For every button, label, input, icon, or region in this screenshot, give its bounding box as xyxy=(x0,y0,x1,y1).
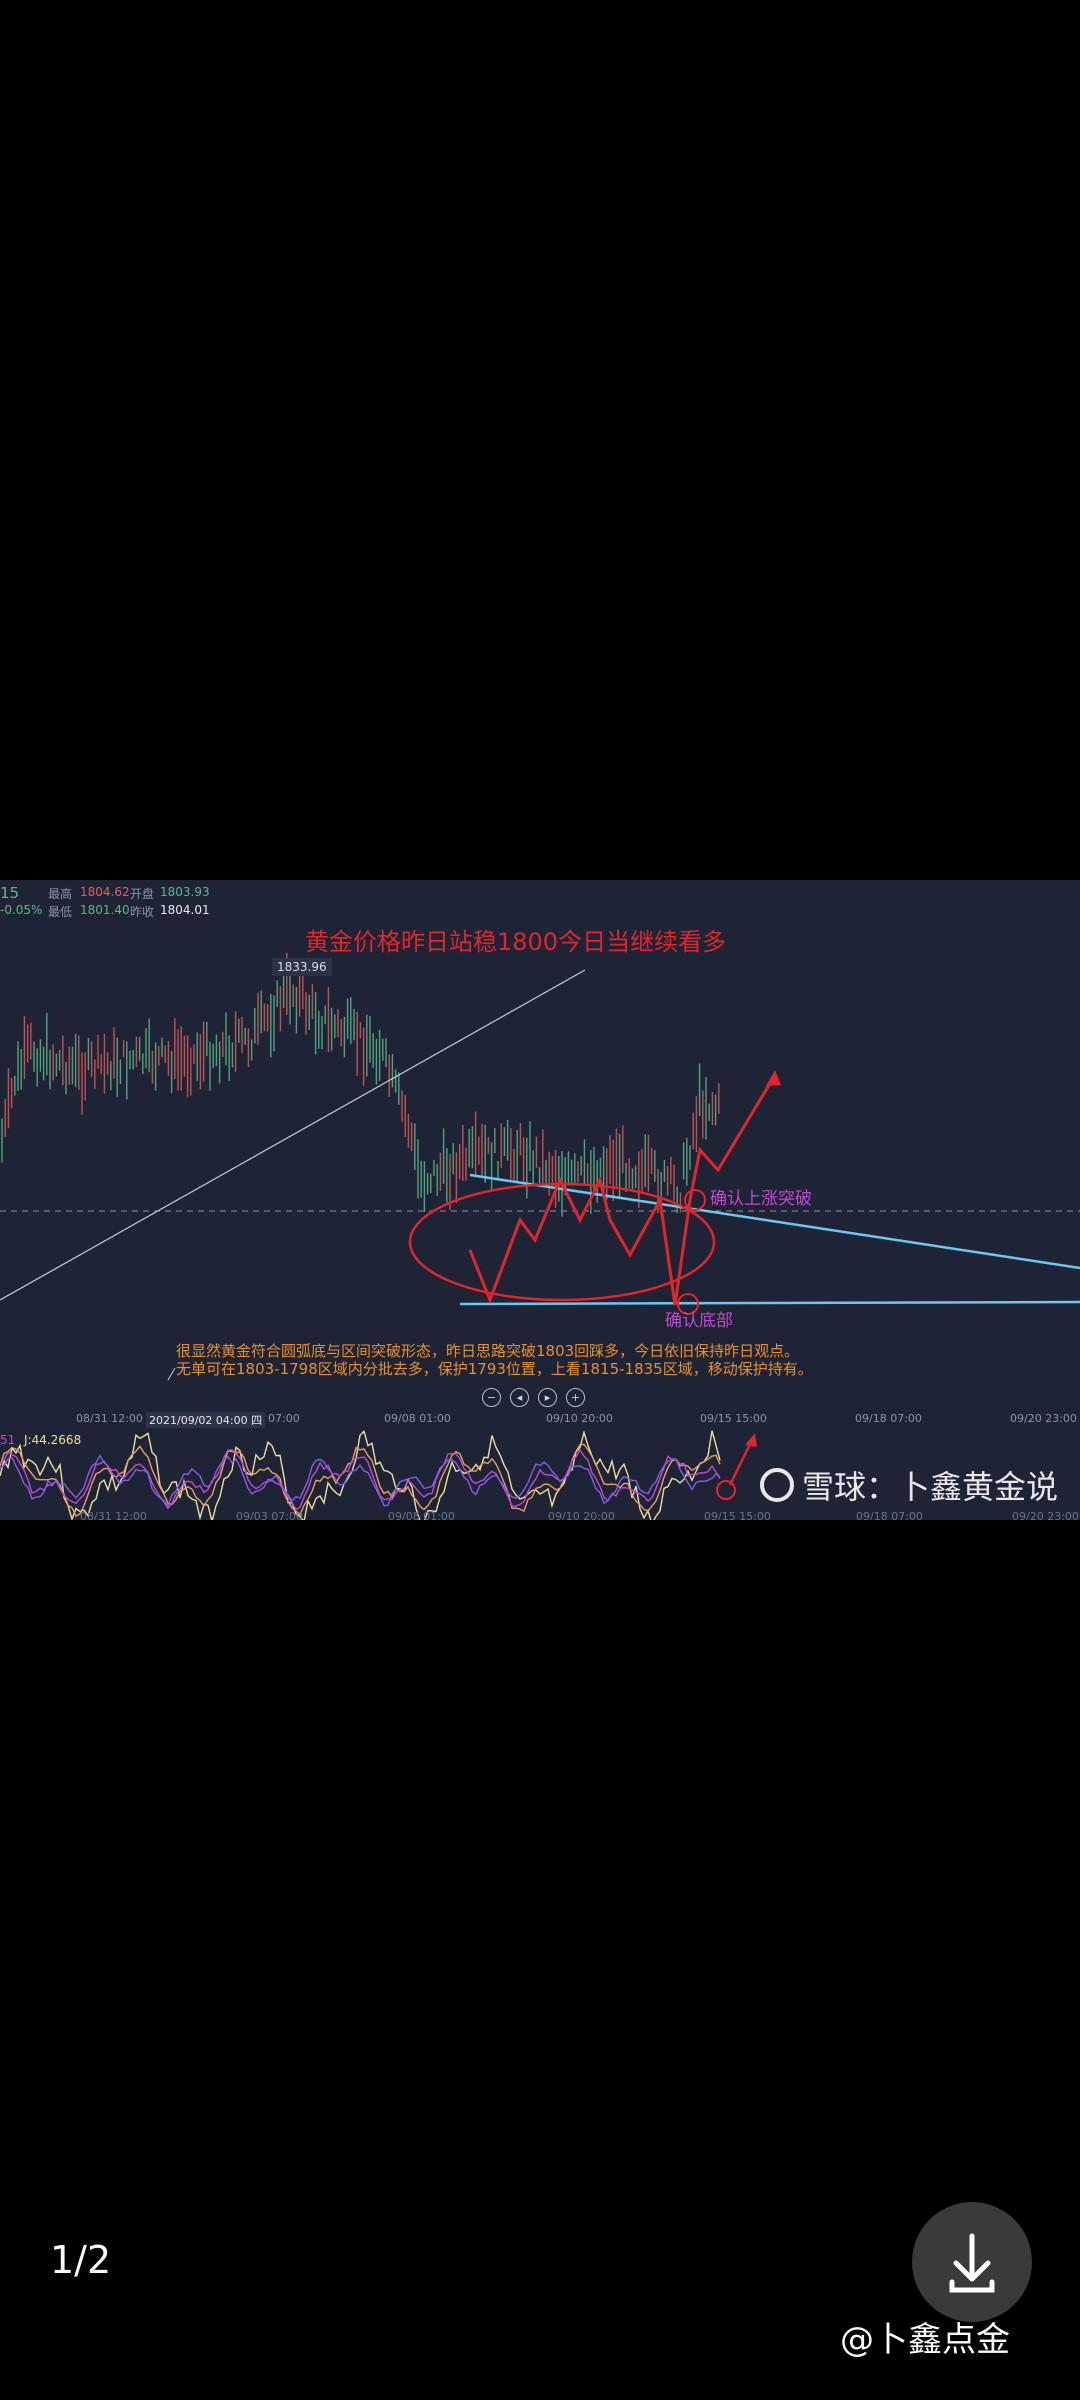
author-watermark: @卜鑫点金 xyxy=(840,2320,1010,2360)
zoom-out-button: − xyxy=(482,1388,501,1407)
breakout-circle xyxy=(684,1189,706,1211)
bottom-time-tick: 08/31 12:00 xyxy=(80,1510,147,1520)
analysis-note-line2: 无单可在1803-1798区域内分批去多，保护1793位置，上看1815-183… xyxy=(176,1360,813,1378)
bottom-tag: 确认底部 xyxy=(665,1311,733,1331)
high-label: 最高 xyxy=(48,887,73,901)
breakout-tag: 确认上涨突破 xyxy=(710,1189,812,1209)
chart-image: 15 -0.05% 最高 1804.62 开盘 1803.93 最低 1801.… xyxy=(0,880,1080,1520)
time-tick: 07:00 xyxy=(268,1412,300,1425)
oscillator-arrow xyxy=(728,1439,754,1486)
time-tick: 08/31 12:00 xyxy=(76,1412,143,1425)
time-tick: 09/08 01:00 xyxy=(384,1412,451,1425)
chart-title: 黄金价格昨日站稳1800今日当继续看多 xyxy=(305,928,727,956)
resistance-trendline xyxy=(469,1173,1080,1270)
rising-trendline xyxy=(0,969,586,1301)
scroll-right-button: ▸ xyxy=(538,1388,557,1407)
bottom-time-tick: 09/10 20:00 xyxy=(548,1510,615,1520)
up-arrow-head xyxy=(766,1070,781,1086)
bottom-time-tick: 09/18 07:00 xyxy=(856,1510,923,1520)
bottom-time-tick: 09/08 01:00 xyxy=(388,1510,455,1520)
time-tick: 09/15 15:00 xyxy=(700,1412,767,1425)
xueqiu-watermark: 雪球：卜鑫黄金说 xyxy=(760,1462,1058,1508)
oscillator-arrow-head xyxy=(745,1433,757,1447)
prev-close-value: 1804.01 xyxy=(160,903,210,917)
bottom-circle xyxy=(677,1293,699,1315)
support-line xyxy=(459,1300,1080,1306)
high-value: 1804.62 xyxy=(80,885,130,899)
period-fragment: 15 xyxy=(0,884,20,902)
oscillator-line xyxy=(0,1443,721,1518)
download-icon xyxy=(949,2233,995,2293)
peak-price-label: 1833.96 xyxy=(272,958,332,976)
time-tick: 09/10 20:00 xyxy=(546,1412,613,1425)
indicator-label-left: 51 xyxy=(0,1433,16,1447)
scroll-left-button: ◂ xyxy=(510,1388,529,1407)
time-tick: 09/18 07:00 xyxy=(855,1412,922,1425)
low-label: 最低 xyxy=(48,905,73,919)
prev-close-label: 昨收 xyxy=(130,905,155,919)
open-value: 1803.93 xyxy=(160,885,210,899)
download-button[interactable] xyxy=(912,2202,1032,2322)
oscillator-line xyxy=(0,1448,721,1511)
indicator-j-value: J:44.2668 xyxy=(24,1433,82,1447)
bottom-time-tick: 09/15 15:00 xyxy=(704,1510,771,1520)
bottom-time-tick: 09/03 07:00 xyxy=(236,1510,303,1520)
time-tick: 09/20 23:00 xyxy=(1010,1412,1077,1425)
change-percent: -0.05% xyxy=(0,903,43,917)
chart-drawing xyxy=(0,952,1080,1520)
oscillator-circle xyxy=(716,1480,736,1500)
analysis-note-line1: 很显然黄金符合圆弧底与区间突破形态，昨日思路突破1803回踩多，今日依旧保持昨日… xyxy=(176,1342,800,1360)
bottom-time-tick: 09/20 23:00 xyxy=(1012,1510,1079,1520)
oscillator-line xyxy=(0,1429,721,1520)
oscillator-line xyxy=(0,1454,721,1507)
zoom-in-button: + xyxy=(566,1388,585,1407)
page-counter: 1/2 xyxy=(50,2238,112,2282)
low-value: 1801.40 xyxy=(80,903,130,917)
crosshair-time: 2021/09/02 04:00 四 xyxy=(146,1412,266,1428)
wave-arrows xyxy=(468,1074,777,1306)
crosshair-line xyxy=(167,1367,176,1381)
xueqiu-logo-icon xyxy=(760,1468,794,1502)
open-label: 开盘 xyxy=(130,887,155,901)
watermark-text: 雪球：卜鑫黄金说 xyxy=(802,1468,1059,1506)
